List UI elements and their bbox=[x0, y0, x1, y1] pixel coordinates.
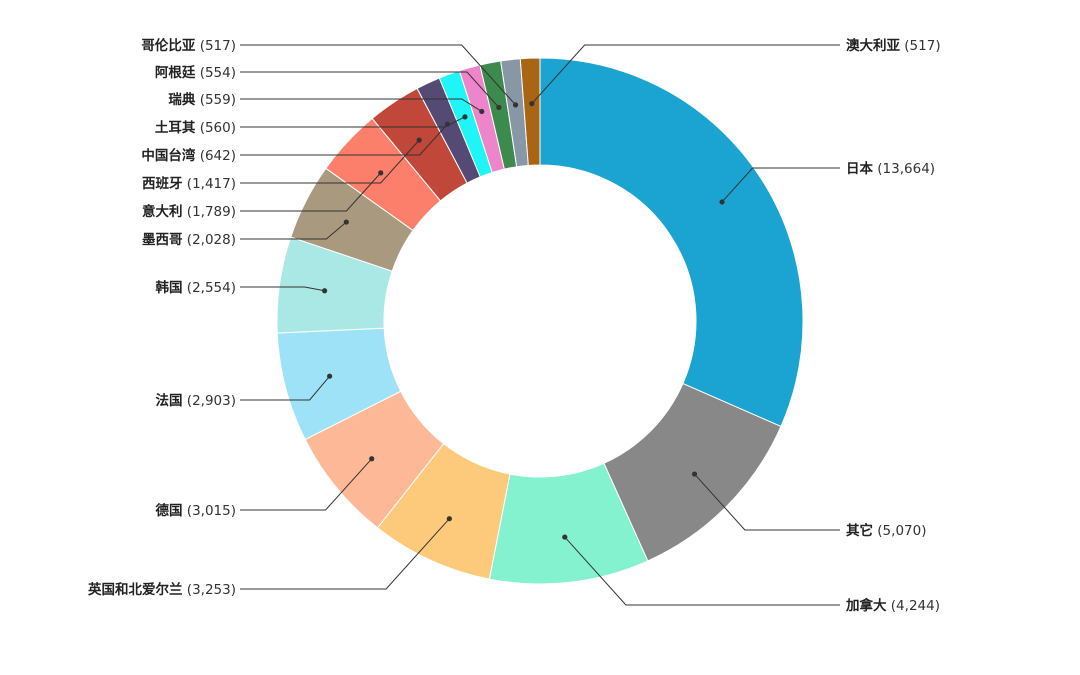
slice-label-3: 英国和北爱尔兰 (3,253) bbox=[87, 581, 236, 598]
slice-label-1: 其它 (5,070) bbox=[846, 522, 926, 539]
slice-label-12: 瑞典 (559) bbox=[168, 91, 236, 108]
slice-label-value: (3,015) bbox=[183, 503, 236, 519]
leader-dot-4 bbox=[369, 456, 375, 462]
leader-line-4 bbox=[240, 458, 373, 511]
slice-label-value: (1,417) bbox=[183, 176, 236, 192]
slice-label-name: 德国 bbox=[156, 502, 183, 519]
slice-label-11: 土耳其 (560) bbox=[155, 119, 236, 136]
slice-label-value: (2,028) bbox=[183, 232, 236, 248]
slice-label-name: 哥伦比亚 bbox=[141, 37, 195, 54]
slice-label-value: (559) bbox=[195, 92, 236, 108]
slice-label-value: (554) bbox=[195, 65, 236, 81]
leader-dot-1 bbox=[691, 471, 698, 477]
leader-dot-7 bbox=[343, 219, 349, 225]
slice-label-name: 意大利 bbox=[142, 203, 183, 220]
slice-label-10: 中国台湾 (642) bbox=[141, 147, 236, 164]
leader-dot-13 bbox=[496, 104, 502, 111]
leader-dot-2 bbox=[562, 534, 568, 540]
slice-label-value: (2,554) bbox=[183, 280, 236, 296]
leader-dot-15 bbox=[529, 101, 535, 107]
slice-label-value: (4,244) bbox=[887, 598, 940, 614]
leaders-group bbox=[240, 44, 840, 606]
slice-label-13: 阿根廷 (554) bbox=[155, 64, 236, 81]
slice-label-value: (642) bbox=[195, 148, 236, 164]
slice-label-value: (5,070) bbox=[873, 523, 926, 539]
slice-label-name: 墨西哥 bbox=[142, 232, 183, 248]
leader-line-11 bbox=[240, 116, 466, 128]
slice-label-value: (560) bbox=[195, 120, 236, 136]
slices-group bbox=[276, 57, 804, 585]
slice-0 bbox=[539, 57, 804, 428]
leader-dot-12 bbox=[479, 108, 485, 115]
slice-label-0: 日本 (13,664) bbox=[846, 160, 935, 177]
slice-label-name: 其它 bbox=[846, 522, 873, 539]
slice-label-name: 中国台湾 bbox=[141, 147, 195, 164]
slice-label-5: 法国 (2,903) bbox=[156, 392, 236, 409]
leader-dot-8 bbox=[378, 170, 384, 176]
slice-label-name: 日本 bbox=[846, 160, 874, 177]
slice-label-value: (517) bbox=[195, 38, 236, 54]
labels-group: 日本 (13,664) 其它 (5,070) 加拿大 (4,244) 英国和北爱尔兰 … bbox=[87, 37, 941, 614]
leader-line-6 bbox=[240, 286, 325, 292]
leader-line-13 bbox=[240, 71, 500, 108]
leader-line-3 bbox=[240, 518, 450, 590]
slice-label-2: 加拿大 (4,244) bbox=[845, 597, 940, 614]
leader-dot-14 bbox=[512, 102, 519, 108]
leader-line-1 bbox=[694, 473, 840, 531]
leader-line-2 bbox=[564, 536, 840, 606]
leader-line-7 bbox=[240, 221, 347, 240]
slice-label-8: 意大利 (1,789) bbox=[142, 203, 236, 220]
leader-line-5 bbox=[240, 375, 330, 401]
slice-label-value: (1,789) bbox=[183, 204, 236, 220]
slice-label-name: 澳大利亚 bbox=[846, 37, 900, 54]
leader-dot-3 bbox=[446, 516, 452, 522]
slice-label-6: 韩国 (2,554) bbox=[156, 279, 236, 296]
leader-line-15 bbox=[531, 44, 840, 104]
leader-line-9 bbox=[240, 139, 420, 184]
slice-label-9: 西班牙 (1,417) bbox=[142, 175, 236, 192]
slice-label-name: 法国 bbox=[156, 392, 183, 409]
slice-label-4: 德国 (3,015) bbox=[156, 502, 236, 519]
leader-dot-5 bbox=[327, 373, 333, 379]
slice-label-value: (2,903) bbox=[183, 393, 236, 409]
leader-dot-11 bbox=[462, 114, 468, 120]
slice-label-name: 西班牙 bbox=[142, 175, 183, 192]
leader-line-8 bbox=[240, 172, 382, 212]
slice-label-14: 哥伦比亚 (517) bbox=[141, 37, 236, 54]
slice-label-7: 墨西哥 (2,028) bbox=[142, 232, 236, 248]
slice-label-name: 英国和北爱尔兰 bbox=[87, 581, 183, 598]
slice-label-value: (3,253) bbox=[183, 582, 236, 598]
slice-label-name: 瑞典 bbox=[168, 91, 195, 108]
leader-line-10 bbox=[240, 123, 448, 156]
slice-label-name: 韩国 bbox=[156, 279, 183, 296]
slice-label-name: 土耳其 bbox=[155, 119, 196, 136]
slice-label-value: (13,664) bbox=[873, 161, 935, 177]
leader-dot-9 bbox=[416, 137, 422, 143]
slice-label-15: 澳大利亚 (517) bbox=[846, 37, 941, 54]
slice-label-value: (517) bbox=[900, 38, 941, 54]
leader-line-12 bbox=[240, 98, 483, 112]
slice-label-name: 加拿大 bbox=[845, 597, 887, 614]
leader-line-14 bbox=[240, 44, 516, 106]
slice-15 bbox=[519, 57, 541, 166]
leader-line-0 bbox=[721, 167, 840, 203]
leader-dot-6 bbox=[322, 288, 328, 294]
leader-dot-0 bbox=[719, 199, 725, 205]
slice-label-name: 阿根廷 bbox=[155, 64, 196, 81]
